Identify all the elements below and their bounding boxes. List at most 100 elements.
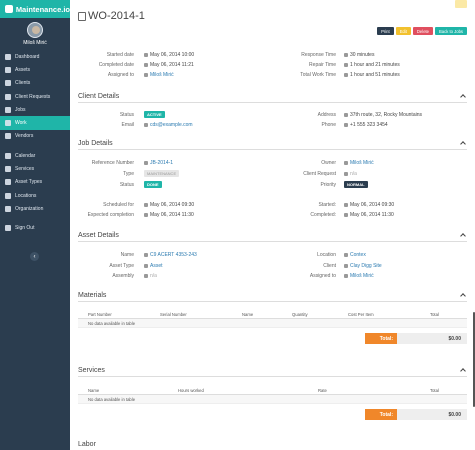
sidebar-item-client-requests[interactable]: Client Requests: [0, 90, 70, 103]
started-date-label: Started date: [106, 52, 134, 58]
client-status-label: Status: [119, 112, 134, 118]
column-header[interactable]: Name: [242, 312, 254, 317]
expected-completion-label: Expected completion: [87, 212, 134, 218]
asset-icon: [144, 253, 148, 257]
priority-value: NORMAL: [344, 181, 368, 188]
response-time-value: 30 minutes: [344, 52, 374, 58]
column-header[interactable]: Quantity: [292, 312, 308, 317]
assembly-icon: [144, 274, 148, 278]
column-header[interactable]: Total: [430, 388, 439, 393]
client-phone-label: Phone: [321, 122, 336, 128]
sidebar-item-work[interactable]: Work: [0, 116, 70, 130]
locations-icon: [5, 192, 11, 199]
calendar-icon: [344, 213, 348, 217]
calendar-icon: [144, 63, 148, 67]
edit-button[interactable]: Edit: [395, 27, 411, 35]
job-details-header[interactable]: Job Details: [78, 137, 467, 150]
priority-badge: NORMAL: [344, 181, 368, 188]
request-icon: [344, 172, 348, 176]
sidebar-item-asset-types[interactable]: Asset Types: [0, 176, 70, 189]
chevron-up-icon: [460, 94, 466, 100]
sidebar-item-jobs[interactable]: Jobs: [0, 103, 70, 116]
brand-logo[interactable]: Maintenance.io: [0, 0, 70, 18]
calendar-icon: [144, 203, 148, 207]
labor-header[interactable]: Labor: [78, 441, 96, 448]
user-profile[interactable]: Miloš Mirić: [0, 18, 70, 50]
signout-icon: [5, 225, 11, 232]
client-details-header[interactable]: Client Details: [78, 90, 467, 103]
user-icon: [344, 274, 348, 278]
sidebar-item-assets[interactable]: Assets: [0, 63, 70, 76]
sidebar-item-clients[interactable]: Clients: [0, 77, 70, 90]
repair-time-label: Repair Time: [309, 62, 336, 68]
job-started-label: Started:: [318, 202, 336, 208]
asset-type-link[interactable]: Asset: [144, 263, 163, 269]
client-address-value: 37th route, 32, Rocky Mountains: [344, 112, 422, 118]
asset-client-link[interactable]: Clay Digg Site: [344, 263, 382, 269]
asset-location-link[interactable]: Contex: [344, 252, 366, 258]
sidebar-collapse-button[interactable]: ‹: [30, 252, 39, 261]
owner-link[interactable]: Miloš Mirić: [344, 160, 374, 166]
sidebar-item-sign-out[interactable]: Sign Out: [0, 222, 70, 235]
delete-button[interactable]: Delete: [412, 27, 434, 35]
total-label: Total:: [365, 409, 397, 420]
owner-label: Owner: [321, 160, 336, 166]
sidebar-item-vendors[interactable]: Vendors: [0, 130, 70, 143]
total-work-time-value: 1 hour and 51 minutes: [344, 72, 400, 78]
column-header[interactable]: Part Number: [88, 312, 112, 317]
type-badge: MAINTENANCE: [144, 170, 180, 177]
avatar: [27, 22, 43, 38]
client-email-link[interactable]: cds@example.com: [144, 122, 193, 128]
started-date-value: May 06, 2014 10:00: [144, 52, 194, 58]
scrollbar[interactable]: [473, 312, 475, 407]
column-header[interactable]: Rate: [318, 388, 327, 393]
job-type-value: MAINTENANCE: [144, 170, 180, 177]
calendar-icon: [144, 213, 148, 217]
client-icon: [344, 264, 348, 268]
client-email-label: Email: [121, 122, 134, 128]
asset-details-header[interactable]: Asset Details: [78, 229, 467, 242]
clock-icon: [344, 53, 348, 57]
sidebar-item-dashboard[interactable]: Dashboard: [0, 50, 70, 63]
services-icon: [5, 166, 11, 173]
sidebar-item-locations[interactable]: Locations: [0, 189, 70, 202]
asset-name-link[interactable]: C9 ACERT 4353-243: [144, 252, 197, 258]
page-title: WO-2014-1: [78, 10, 145, 22]
page-header: WO-2014-1 Print Edit Delete Back to Jobs: [78, 0, 467, 35]
sidebar-item-organization[interactable]: Organization: [0, 202, 70, 215]
reference-number-link[interactable]: JB-2014-1: [144, 160, 173, 166]
sidebar-item-calendar[interactable]: Calendar: [0, 149, 70, 162]
clients-icon: [5, 80, 11, 87]
chevron-up-icon: [460, 368, 466, 374]
assigned-to-link[interactable]: Miloš Mirić: [144, 72, 174, 78]
materials-header[interactable]: Materials: [78, 289, 467, 302]
services-header[interactable]: Services: [78, 364, 467, 377]
status-badge: ACTIVE: [144, 111, 165, 118]
table-row: No data available in table: [78, 319, 467, 328]
job-started-value: May 06, 2014 09:30: [344, 202, 394, 208]
column-header[interactable]: Hours worked: [178, 388, 204, 393]
column-header[interactable]: Serial Number: [160, 312, 187, 317]
asset-type-label: Asset Type: [109, 263, 134, 269]
column-header[interactable]: Cost Per Item: [348, 312, 374, 317]
client-request-value: n/a: [344, 171, 357, 177]
notification-tab[interactable]: [455, 0, 467, 8]
column-header[interactable]: Name: [88, 388, 100, 393]
column-header[interactable]: Total: [430, 312, 439, 317]
job-completed-value: May 06, 2014 11:30: [344, 212, 394, 218]
back-to-jobs-button[interactable]: Back to Jobs: [435, 27, 467, 35]
print-button[interactable]: Print: [377, 27, 394, 35]
asset-assigned-link[interactable]: Miloš Mirić: [344, 273, 374, 279]
job-type-label: Type: [123, 171, 134, 177]
work-icon: [5, 120, 11, 127]
brand-name: Maintenance.io: [15, 4, 70, 14]
client-request-label: Client Request: [303, 171, 336, 177]
sidebar-item-services[interactable]: Services: [0, 162, 70, 175]
tag-icon: [144, 264, 148, 268]
phone-icon: [344, 123, 348, 127]
asset-client-label: Client: [323, 263, 336, 269]
calendar-icon: [144, 53, 148, 57]
chevron-up-icon: [460, 293, 466, 299]
requests-icon: [5, 93, 11, 100]
assets-icon: [5, 66, 11, 73]
